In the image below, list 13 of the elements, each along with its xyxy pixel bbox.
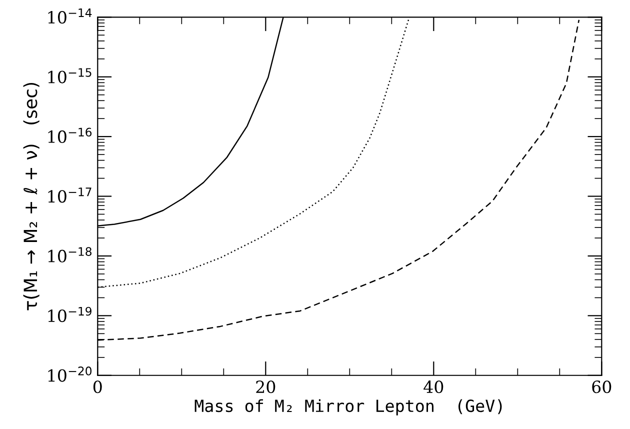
y-tick-label: 10$^{−20}$ (48, 366, 92, 382)
x-axis-title: Mass of M₂ Mirror Lepton (GeV) (194, 399, 502, 416)
y-tick-label: 10$^{−19}$ (48, 306, 92, 322)
y-tick-label: 10$^{−15}$ (48, 68, 92, 84)
y-tick-label: 10$^{−14}$ (48, 8, 92, 24)
x-tick-label: 20 (256, 380, 276, 394)
x-tick-label: 0 (93, 380, 102, 394)
y-tick-label: 10$^{−16}$ (48, 128, 92, 144)
x-tick-label: 60 (592, 380, 612, 394)
x-tick-label: 40 (424, 380, 444, 394)
y-axis-title: τ(M₁ → M₂ + ℓ + ν) (sec) (23, 82, 40, 310)
y-tick-label: 10$^{−18}$ (48, 247, 92, 262)
y-tick-label: 10$^{−17}$ (48, 188, 92, 203)
